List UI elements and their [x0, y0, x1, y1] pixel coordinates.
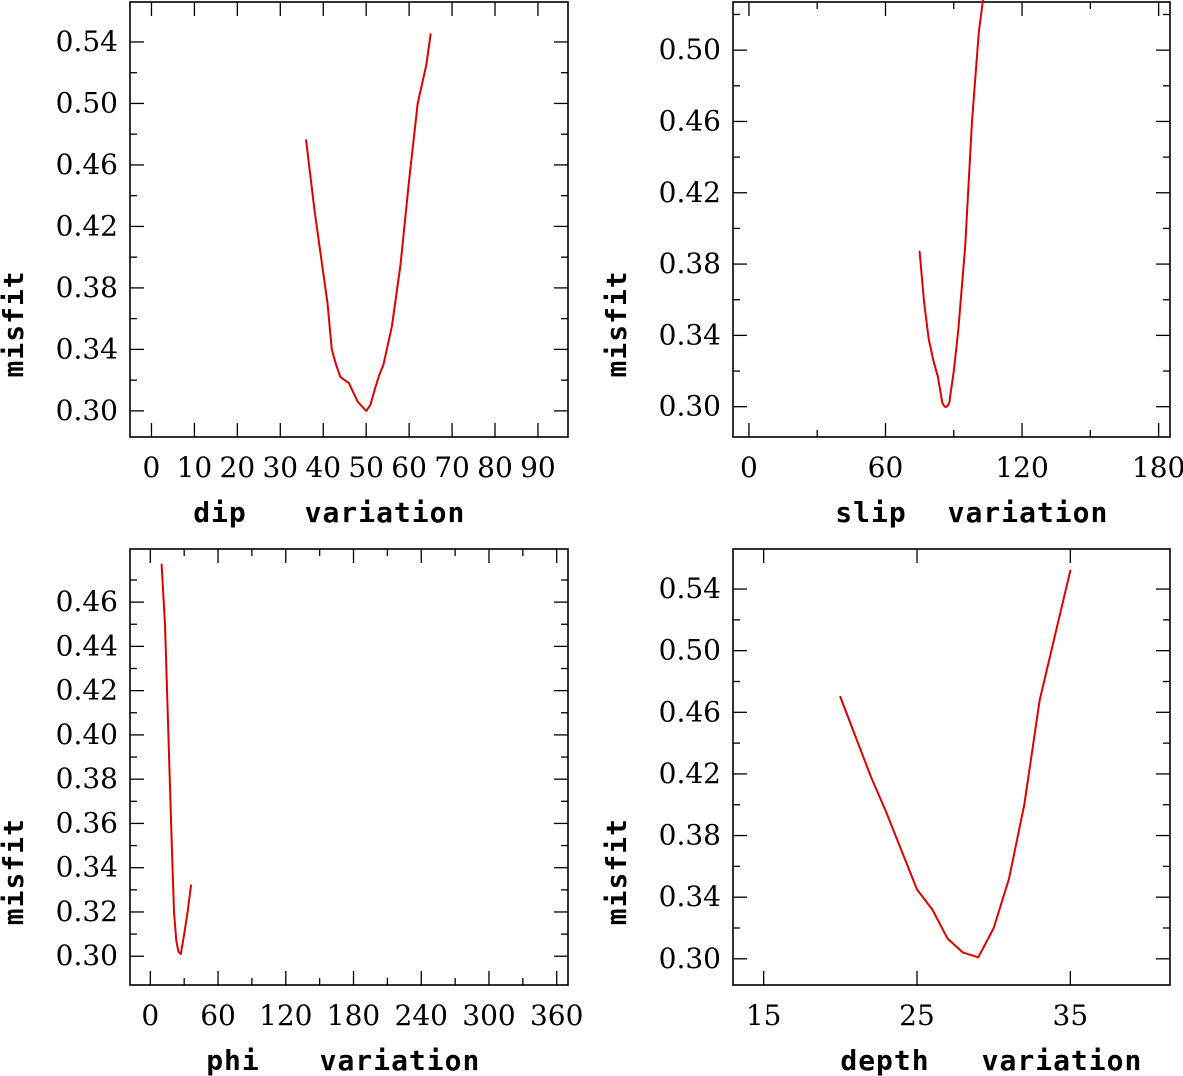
chart-panel-dip: 0.30 0.34 0.38 0.42 0.46 0.50 0.54 0 10 20 30 40 50 6… [0, 1, 569, 529]
x-tick-label: 10 [177, 451, 213, 484]
y-tick-label: 0.42 [56, 209, 118, 242]
y-tick-label: 0.34 [56, 332, 118, 365]
y-tick-label: 0.36 [56, 806, 118, 839]
x-tick-label: 180 [327, 999, 380, 1032]
chart-panel-slip: 0.30 0.34 0.38 0.42 0.46 0.50 0 60 120 180 slip var… [600, 0, 1183, 529]
x-tick-label: 35 [1053, 999, 1089, 1032]
x-tick-label: 80 [477, 451, 513, 484]
x-tick-label: 240 [395, 999, 448, 1032]
x-tick-label: 60 [868, 451, 904, 484]
y-tick-label: 0.38 [659, 247, 721, 280]
x-tick-label: 60 [391, 451, 427, 484]
y-tick-label: 0.54 [56, 25, 118, 58]
x-tick-label: 40 [305, 451, 341, 484]
y-tick-label: 0.42 [659, 176, 721, 209]
y-axis-label: misfit [0, 270, 30, 377]
x-tick-label: 0 [141, 999, 159, 1032]
x-tick-label: 20 [220, 451, 256, 484]
y-tick-label: 0.46 [659, 695, 721, 728]
x-tick-label: 360 [530, 999, 583, 1032]
y-tick-label: 0.38 [56, 762, 118, 795]
y-tick-label: 0.42 [56, 674, 118, 707]
misfit-series-line [305, 33, 432, 412]
x-axis-label-left: phi [206, 1044, 260, 1076]
x-tick-label: 180 [1132, 451, 1183, 484]
x-tick-label: 300 [462, 999, 515, 1032]
misfit-series-line [918, 0, 984, 408]
y-tick-label: 0.30 [56, 939, 118, 972]
y-tick-label: 0.44 [56, 629, 118, 662]
x-tick-label: 120 [995, 451, 1048, 484]
y-tick-label: 0.46 [56, 148, 118, 181]
y-tick-label: 0.46 [659, 104, 721, 137]
y-axis-label: misfit [0, 818, 30, 925]
y-tick-label: 0.34 [659, 880, 721, 913]
chart-panel-phi: 0.30 0.32 0.34 0.36 0.38 0.40 0.42 0.44 0.46 0 60 1… [0, 548, 583, 1076]
y-tick-label: 0.50 [659, 33, 721, 66]
x-tick-label: 90 [520, 451, 556, 484]
x-axis-label-right: variation [948, 496, 1109, 529]
y-tick-label: 0.40 [56, 718, 118, 751]
chart-panel-depth: 0.30 0.34 0.38 0.42 0.46 0.50 0.54 15 25 35 depth v… [600, 548, 1171, 1076]
x-axis-label-right: variation [305, 496, 466, 529]
x-tick-label: 0 [143, 451, 161, 484]
misfit-series-line [160, 563, 192, 955]
x-tick-label: 120 [259, 999, 312, 1032]
plot-frame [129, 548, 569, 986]
y-tick-label: 0.30 [659, 942, 721, 975]
y-tick-label: 0.34 [56, 851, 118, 884]
y-tick-label: 0.30 [659, 390, 721, 423]
y-tick-label: 0.38 [56, 271, 118, 304]
plot-frame [129, 1, 569, 438]
x-tick-label: 50 [348, 451, 384, 484]
x-axis-label-right: variation [982, 1044, 1143, 1076]
y-tick-label: 0.30 [56, 394, 118, 427]
x-axis-label-right: variation [320, 1044, 481, 1076]
y-tick-label: 0.42 [659, 757, 721, 790]
x-tick-label: 0 [740, 451, 758, 484]
y-tick-label: 0.38 [659, 819, 721, 852]
plot-frame [732, 548, 1171, 986]
y-tick-label: 0.54 [659, 572, 721, 605]
y-tick-label: 0.46 [56, 585, 118, 618]
x-axis-label-left: dip [193, 496, 247, 529]
x-axis-label-left: slip [835, 496, 906, 529]
x-tick-label: 30 [262, 451, 298, 484]
plot-frame [732, 1, 1171, 438]
x-axis-label-left: depth [840, 1044, 929, 1076]
y-axis-label: misfit [600, 818, 633, 925]
y-tick-label: 0.50 [56, 86, 118, 119]
y-tick-label: 0.50 [659, 634, 721, 667]
misfit-series-line [839, 569, 1072, 959]
x-tick-label: 15 [746, 999, 782, 1032]
y-tick-label: 0.34 [659, 318, 721, 351]
x-tick-label: 25 [899, 999, 935, 1032]
x-tick-label: 60 [200, 999, 236, 1032]
y-tick-label: 0.32 [56, 895, 118, 928]
y-axis-label: misfit [600, 270, 633, 377]
x-tick-label: 70 [434, 451, 470, 484]
